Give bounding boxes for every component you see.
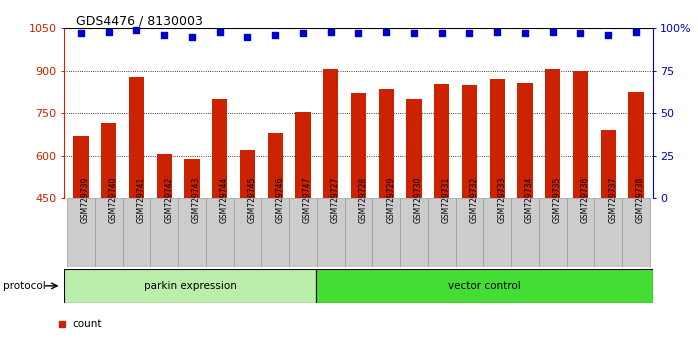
- Point: [297, 30, 309, 36]
- Text: GSM729733: GSM729733: [497, 177, 506, 223]
- Point: [575, 30, 586, 36]
- Bar: [545, 69, 560, 198]
- Text: GSM729730: GSM729730: [414, 177, 423, 223]
- Bar: [462, 85, 477, 198]
- Point: [158, 32, 170, 38]
- Text: GSM729736: GSM729736: [581, 177, 590, 223]
- Bar: [372, 198, 400, 267]
- Bar: [345, 198, 372, 267]
- Bar: [323, 69, 339, 198]
- Bar: [261, 198, 289, 267]
- Bar: [123, 198, 150, 267]
- Bar: [378, 89, 394, 198]
- Bar: [594, 198, 622, 267]
- Text: GSM729745: GSM729745: [247, 177, 256, 223]
- Bar: [316, 269, 653, 303]
- Point: [491, 29, 503, 35]
- Bar: [206, 198, 234, 267]
- Point: [242, 34, 253, 40]
- Point: [186, 34, 198, 40]
- Bar: [67, 198, 95, 267]
- Bar: [567, 198, 594, 267]
- Bar: [95, 198, 123, 267]
- Bar: [489, 79, 505, 198]
- Bar: [517, 83, 533, 198]
- Text: GSM729734: GSM729734: [525, 177, 534, 223]
- Point: [103, 29, 114, 35]
- Text: GSM729741: GSM729741: [136, 177, 145, 223]
- Text: count: count: [72, 319, 101, 329]
- Bar: [628, 92, 644, 198]
- Bar: [156, 154, 172, 198]
- Text: GSM729743: GSM729743: [192, 177, 201, 223]
- Text: GSM729727: GSM729727: [331, 177, 340, 223]
- Text: vector control: vector control: [448, 281, 521, 291]
- Bar: [400, 198, 428, 267]
- Point: [547, 29, 558, 35]
- Text: GSM729739: GSM729739: [81, 177, 90, 223]
- Bar: [456, 198, 483, 267]
- Point: [602, 32, 614, 38]
- Text: parkin expression: parkin expression: [144, 281, 237, 291]
- Point: [630, 29, 641, 35]
- Bar: [317, 198, 345, 267]
- Point: [519, 30, 530, 36]
- Bar: [101, 123, 117, 198]
- Text: GSM729729: GSM729729: [386, 177, 395, 223]
- Text: GSM729738: GSM729738: [636, 177, 645, 223]
- Text: GSM729740: GSM729740: [109, 177, 118, 223]
- Bar: [622, 198, 650, 267]
- Bar: [600, 130, 616, 198]
- Point: [352, 30, 364, 36]
- Text: protocol: protocol: [3, 281, 46, 291]
- Bar: [511, 198, 539, 267]
- Bar: [240, 150, 255, 198]
- Text: GSM729746: GSM729746: [275, 177, 284, 223]
- Text: GSM729731: GSM729731: [442, 177, 451, 223]
- Text: GSM729747: GSM729747: [303, 177, 312, 223]
- Bar: [434, 84, 450, 198]
- Point: [269, 32, 281, 38]
- Text: GSM729728: GSM729728: [359, 177, 367, 223]
- Bar: [573, 71, 588, 198]
- Bar: [483, 198, 511, 267]
- Point: [214, 29, 225, 35]
- Text: GSM729735: GSM729735: [553, 177, 562, 223]
- Text: GSM729732: GSM729732: [470, 177, 478, 223]
- Bar: [212, 99, 228, 198]
- Bar: [428, 198, 456, 267]
- Point: [408, 30, 419, 36]
- Point: [380, 29, 392, 35]
- Bar: [406, 99, 422, 198]
- Bar: [351, 93, 366, 198]
- Bar: [64, 269, 316, 303]
- Point: [436, 30, 447, 36]
- Bar: [184, 159, 200, 198]
- Bar: [295, 112, 311, 198]
- Bar: [73, 136, 89, 198]
- Bar: [234, 198, 261, 267]
- Bar: [178, 198, 206, 267]
- Bar: [539, 198, 567, 267]
- Point: [325, 29, 336, 35]
- Bar: [289, 198, 317, 267]
- Bar: [128, 77, 144, 198]
- Text: GDS4476 / 8130003: GDS4476 / 8130003: [76, 14, 203, 27]
- Point: [75, 30, 87, 36]
- Point: [464, 30, 475, 36]
- Bar: [150, 198, 178, 267]
- Point: [131, 27, 142, 33]
- Bar: [267, 133, 283, 198]
- Text: GSM729744: GSM729744: [220, 177, 229, 223]
- Text: GSM729737: GSM729737: [608, 177, 617, 223]
- Text: GSM729742: GSM729742: [164, 177, 173, 223]
